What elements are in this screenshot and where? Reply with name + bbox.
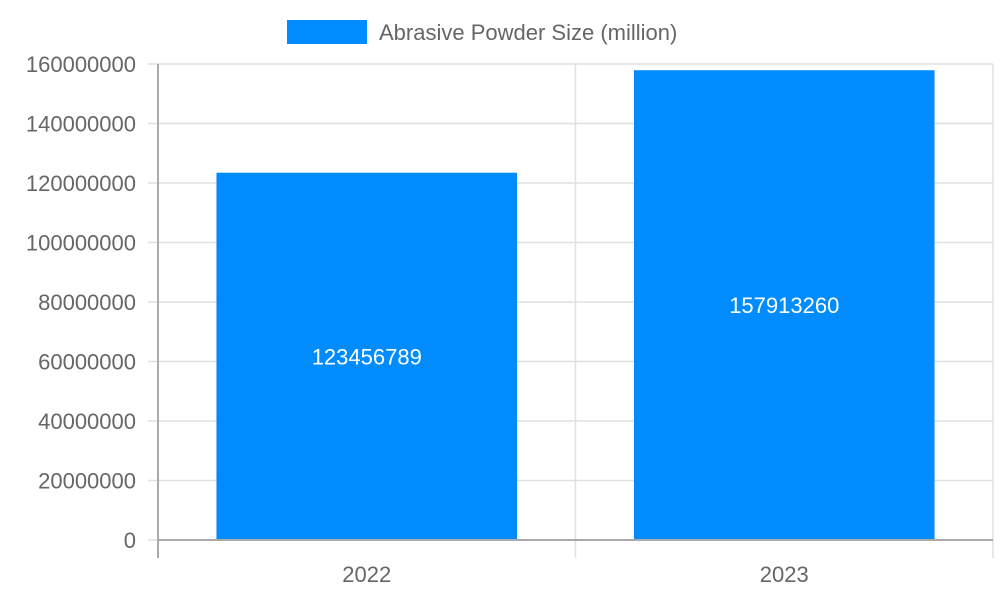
legend[interactable]: Abrasive Powder Size (million) xyxy=(287,20,677,45)
y-tick-label: 40000000 xyxy=(38,409,136,434)
legend-swatch xyxy=(287,20,367,44)
y-tick-label: 120000000 xyxy=(26,171,136,196)
axes: 0 20000000 40000000 60000000 80000000 1000000… xyxy=(26,52,993,587)
bar[interactable] xyxy=(633,70,935,540)
y-tick-label: 60000000 xyxy=(38,350,136,375)
bars: 123456789 157913260 xyxy=(216,70,935,540)
y-tick-label: 80000000 xyxy=(38,290,136,315)
bar-value-label: 157913260 xyxy=(729,293,839,318)
y-tick-label: 0 xyxy=(124,528,136,553)
y-tick-label: 140000000 xyxy=(26,112,136,137)
y-tick-label: 160000000 xyxy=(26,52,136,77)
bar-value-label: 123456789 xyxy=(312,344,422,369)
x-tick-label: 2023 xyxy=(760,562,809,587)
legend-label: Abrasive Powder Size (million) xyxy=(379,20,677,45)
x-tick-label: 2022 xyxy=(342,562,391,587)
y-tick-label: 20000000 xyxy=(38,469,136,494)
bar[interactable] xyxy=(216,172,518,540)
y-tick-label: 100000000 xyxy=(26,231,136,256)
